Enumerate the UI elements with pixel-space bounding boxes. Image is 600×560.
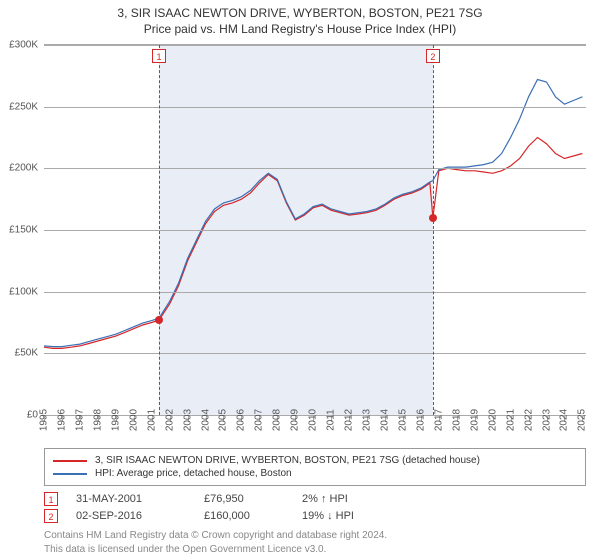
x-tick-label: 2022 (523, 409, 534, 431)
y-tick-label: £50K (15, 348, 38, 359)
x-tick-label: 2017 (433, 409, 444, 431)
y-tick-label: £100K (9, 286, 38, 297)
legend-swatch (53, 473, 87, 475)
chart-area: £0£50K£100K£150K£200K£250K£300K12 (44, 44, 586, 415)
transaction-price: £76,950 (204, 493, 284, 505)
y-gridline (44, 107, 586, 108)
x-tick-label: 2024 (559, 409, 570, 431)
marker-badge: 1 (152, 49, 166, 63)
x-tick-label: 2013 (362, 409, 373, 431)
x-tick-label: 1997 (74, 409, 85, 431)
y-gridline (44, 45, 586, 46)
marker-vline (159, 45, 160, 415)
x-axis: 1995199619971998199920002001200220032004… (44, 415, 586, 444)
table-row: 2 02-SEP-2016 £160,000 19% ↓ HPI (44, 509, 586, 523)
x-tick-label: 1999 (110, 409, 121, 431)
x-tick-label: 2018 (451, 409, 462, 431)
y-tick-label: £150K (9, 225, 38, 236)
marker-vline (433, 45, 434, 415)
y-tick-label: £250K (9, 101, 38, 112)
y-gridline (44, 230, 586, 231)
x-tick-label: 2010 (308, 409, 319, 431)
x-tick-label: 2025 (577, 409, 588, 431)
marker-badge: 2 (426, 49, 440, 63)
x-tick-label: 1996 (56, 409, 67, 431)
x-tick-label: 2008 (272, 409, 283, 431)
x-tick-label: 2021 (505, 409, 516, 431)
x-tick-label: 2007 (254, 409, 265, 431)
y-gridline (44, 353, 586, 354)
x-tick-label: 2015 (397, 409, 408, 431)
marker-badge: 2 (44, 509, 58, 523)
x-tick-label: 2005 (218, 409, 229, 431)
footer-line: Contains HM Land Registry data © Crown c… (44, 529, 586, 543)
transaction-diff: 2% ↑ HPI (302, 493, 402, 505)
x-tick-label: 2023 (541, 409, 552, 431)
y-tick-label: £300K (9, 40, 38, 51)
titles: 3, SIR ISAAC NEWTON DRIVE, WYBERTON, BOS… (0, 0, 600, 36)
x-tick-label: 1998 (92, 409, 103, 431)
footer: Contains HM Land Registry data © Crown c… (44, 529, 586, 556)
legend-swatch (53, 460, 87, 462)
transaction-diff: 19% ↓ HPI (302, 510, 402, 522)
legend-label: HPI: Average price, detached house, Bost… (95, 468, 292, 479)
x-tick-label: 2009 (290, 409, 301, 431)
x-tick-label: 2004 (200, 409, 211, 431)
x-tick-label: 2003 (182, 409, 193, 431)
title-subtitle: Price paid vs. HM Land Registry's House … (0, 22, 600, 36)
y-tick-label: £0 (27, 410, 38, 421)
marker-point (429, 214, 437, 222)
chart-container: 3, SIR ISAAC NEWTON DRIVE, WYBERTON, BOS… (0, 0, 600, 560)
transaction-price: £160,000 (204, 510, 284, 522)
transactions-table: 1 31-MAY-2001 £76,950 2% ↑ HPI 2 02-SEP-… (44, 492, 586, 523)
transaction-date: 31-MAY-2001 (76, 493, 186, 505)
x-tick-label: 2006 (236, 409, 247, 431)
x-tick-label: 2000 (128, 409, 139, 431)
title-address: 3, SIR ISAAC NEWTON DRIVE, WYBERTON, BOS… (0, 6, 600, 20)
x-tick-label: 2011 (326, 409, 337, 431)
y-tick-label: £200K (9, 163, 38, 174)
series-line-hpi (44, 80, 582, 347)
x-tick-label: 2012 (344, 409, 355, 431)
transaction-date: 02-SEP-2016 (76, 510, 186, 522)
y-gridline (44, 292, 586, 293)
table-row: 1 31-MAY-2001 £76,950 2% ↑ HPI (44, 492, 586, 506)
legend-row: HPI: Average price, detached house, Bost… (53, 468, 577, 479)
x-tick-label: 1995 (39, 409, 50, 431)
footer-line: This data is licensed under the Open Gov… (44, 543, 586, 557)
legend: 3, SIR ISAAC NEWTON DRIVE, WYBERTON, BOS… (44, 448, 586, 486)
marker-point (155, 316, 163, 324)
y-gridline (44, 168, 586, 169)
x-tick-label: 2019 (469, 409, 480, 431)
x-tick-label: 2016 (415, 409, 426, 431)
x-tick-label: 2014 (379, 409, 390, 431)
legend-row: 3, SIR ISAAC NEWTON DRIVE, WYBERTON, BOS… (53, 455, 577, 466)
legend-label: 3, SIR ISAAC NEWTON DRIVE, WYBERTON, BOS… (95, 455, 480, 466)
x-tick-label: 2020 (487, 409, 498, 431)
marker-badge: 1 (44, 492, 58, 506)
x-tick-label: 2002 (164, 409, 175, 431)
x-tick-label: 2001 (146, 409, 157, 431)
